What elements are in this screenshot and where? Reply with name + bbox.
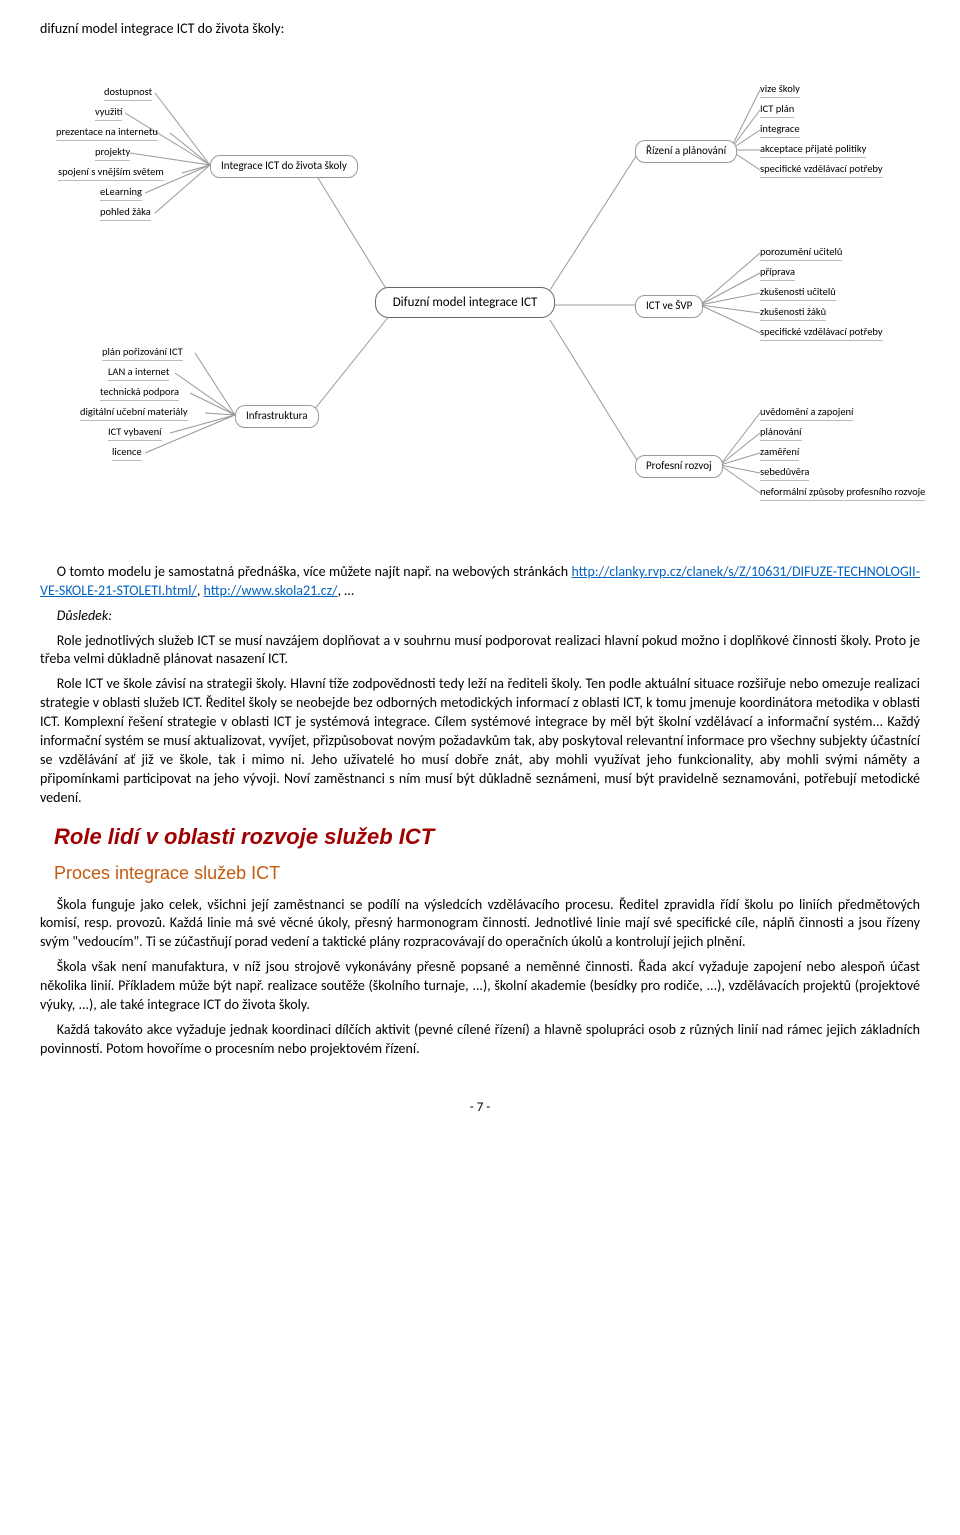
leaf: uvědomění a zapojení <box>760 405 853 421</box>
paragraph-2: Role ICT ve škole závisí na strategii šk… <box>40 675 920 807</box>
paragraph-4: Škola však není manufaktura, v níž jsou … <box>40 958 920 1015</box>
link-skola21[interactable]: http://www.skola21.cz/ <box>204 582 338 599</box>
leaf: licence <box>112 445 142 461</box>
intro-text: O tomto modelu je samostatná přednáška, … <box>57 563 572 580</box>
leaf: sebedůvěra <box>760 465 809 481</box>
node-top-right: Řízení a plánování <box>635 140 737 163</box>
leaf: plánování <box>760 425 802 441</box>
leaf: prezentace na internetu <box>56 125 158 141</box>
leaf: eLearning <box>100 185 142 201</box>
leaf: porozumění učitelů <box>760 245 842 261</box>
heading-proces-integrace: Proces integrace služeb ICT <box>54 861 920 885</box>
page-title: difuzní model integrace ICT do života šk… <box>40 20 920 39</box>
leaf: ICT vybavení <box>108 425 162 441</box>
leaf: dostupnost <box>104 85 152 101</box>
leaf: integrace <box>760 122 800 138</box>
node-main: Difuzní model integrace ICT <box>375 287 555 319</box>
node-bottom-left: Infrastruktura <box>235 405 319 428</box>
paragraph-5: Každá takováto akce vyžaduje jednak koor… <box>40 1021 920 1059</box>
node-bottom-right: Profesní rozvoj <box>635 455 723 478</box>
leaf: LAN a internet <box>108 365 169 381</box>
leaf: specifické vzdělávací potřeby <box>760 162 883 178</box>
page-number: - 7 - <box>40 1099 920 1117</box>
leaf: využití <box>95 105 122 121</box>
dusledek-label: Důsledek: <box>40 607 920 626</box>
leaf: neformální způsoby profesního rozvoje <box>760 485 925 501</box>
intro-paragraph: O tomto modelu je samostatná přednáška, … <box>40 563 920 601</box>
leaf: zkušenosti žáků <box>760 305 826 321</box>
leaf: zkušenosti učitelů <box>760 285 836 301</box>
leaf: spojení s vnějším světem <box>58 165 164 181</box>
leaf: pohled žáka <box>100 205 151 221</box>
heading-role-lidi: Role lidí v oblasti rozvoje služeb ICT <box>54 822 920 852</box>
leaf: projekty <box>95 145 130 161</box>
paragraph-1: Role jednotlivých služeb ICT se musí nav… <box>40 632 920 670</box>
leaf: plán pořizování ICT <box>102 345 183 361</box>
leaf: specifické vzdělávací potřeby <box>760 325 883 341</box>
leaf: akceptace přijaté politiky <box>760 142 866 158</box>
leaf: digitální učební materiály <box>80 405 188 421</box>
leaf: vize školy <box>760 82 800 98</box>
intro-end: , … <box>338 582 354 599</box>
leaf: ICT plán <box>760 102 794 118</box>
leaf: technická podpora <box>100 385 179 401</box>
node-mid-right: ICT ve ŠVP <box>635 295 703 318</box>
leaf: zaměření <box>760 445 799 461</box>
mindmap-diagram: Difuzní model integrace ICT Integrace IC… <box>40 55 920 545</box>
paragraph-3: Škola funguje jako celek, všichni její z… <box>40 896 920 953</box>
leaf: příprava <box>760 265 795 281</box>
node-top-left: Integrace ICT do života školy <box>210 155 358 178</box>
intro-sep: , <box>197 582 204 599</box>
